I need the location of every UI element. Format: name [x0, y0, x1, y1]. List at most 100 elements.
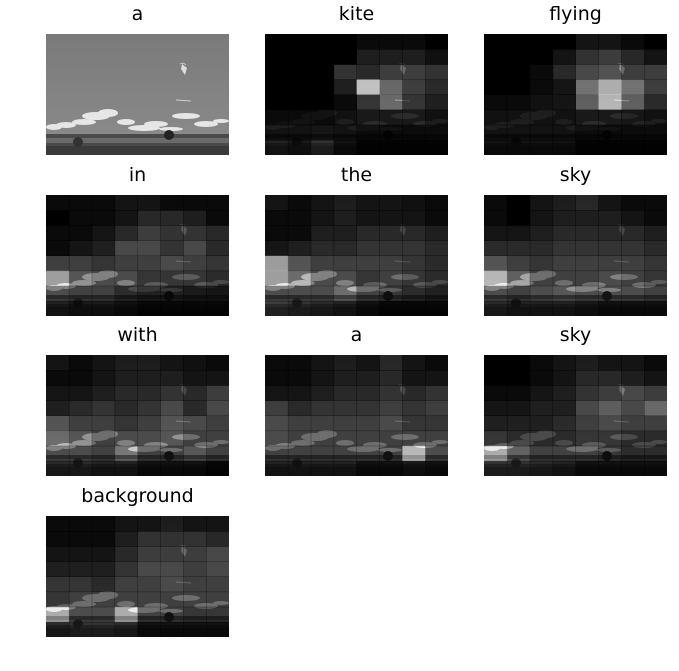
attention-cell — [287, 285, 312, 302]
attention-cell — [356, 400, 380, 416]
attention-cell — [506, 385, 531, 401]
attention-svg — [46, 516, 229, 637]
attention-cell — [206, 195, 229, 211]
attention-cell — [206, 591, 229, 608]
attention-cell — [265, 64, 289, 80]
attention-cell — [206, 531, 229, 547]
attention-cell — [91, 285, 116, 302]
attention-cell — [310, 460, 335, 476]
attention-cell — [356, 109, 380, 126]
attention-cell — [529, 49, 554, 65]
attention-cell — [160, 415, 184, 432]
attention-cell — [575, 210, 599, 226]
attention-cell — [46, 576, 70, 593]
attention-cell — [575, 195, 599, 211]
attention-cell — [529, 385, 554, 401]
attention-cell — [506, 94, 531, 111]
attention-map-image — [265, 355, 448, 476]
attention-cell — [206, 460, 229, 476]
attention-cell — [265, 139, 289, 155]
attention-cell — [137, 270, 161, 287]
attention-cell — [379, 385, 403, 401]
attention-cell — [137, 355, 161, 371]
attention-cell — [379, 430, 403, 447]
attention-cell — [137, 531, 161, 547]
attention-cell — [137, 445, 161, 462]
attention-cell — [333, 195, 357, 211]
attention-cell — [621, 124, 645, 141]
attention-cell — [575, 355, 599, 371]
attention-cell — [506, 445, 531, 462]
attention-cell — [91, 591, 116, 608]
attention-cell — [552, 210, 576, 226]
attention-cell — [114, 300, 138, 316]
attention-cell — [206, 516, 229, 532]
attention-cell — [114, 225, 138, 241]
attention-cell — [402, 370, 426, 386]
attention-cell — [265, 124, 289, 141]
attention-cell — [114, 561, 138, 577]
attention-cell — [333, 79, 357, 95]
attention-cell — [598, 355, 622, 371]
attention-cell — [46, 255, 70, 272]
attention-cell — [356, 79, 380, 95]
attention-cell — [402, 225, 426, 241]
attention-map-image — [265, 34, 448, 155]
attention-grid — [265, 355, 448, 476]
attention-cell — [68, 225, 93, 241]
attention-cell — [356, 64, 380, 80]
attention-cell — [160, 355, 184, 371]
attention-cell — [552, 355, 576, 371]
attention-cell — [598, 415, 622, 432]
attention-cell — [644, 430, 667, 447]
attention-grid — [484, 195, 667, 316]
attention-cell — [46, 285, 70, 302]
attention-cell — [310, 210, 335, 226]
attention-cell — [621, 34, 645, 50]
attention-cell — [552, 94, 576, 111]
attention-cell — [160, 531, 184, 547]
attention-cell — [137, 415, 161, 432]
attention-cell — [46, 240, 70, 256]
attention-cell — [402, 124, 426, 141]
attention-cell — [506, 225, 531, 241]
attention-cell — [114, 430, 138, 447]
attention-cell — [425, 415, 448, 432]
attention-cell — [644, 79, 667, 95]
attention-cell — [356, 355, 380, 371]
attention-cell — [552, 195, 576, 211]
attention-cell — [68, 606, 93, 623]
attention-cell — [529, 240, 554, 256]
attention-cell — [183, 516, 207, 532]
attention-cell — [484, 79, 508, 95]
attention-cell — [425, 34, 448, 50]
attention-cell — [183, 270, 207, 287]
attention-cell — [68, 516, 93, 532]
attention-cell — [598, 400, 622, 416]
attention-cell — [425, 430, 448, 447]
attention-cell — [575, 270, 599, 287]
attention-cell — [529, 225, 554, 241]
attention-cell — [46, 445, 70, 462]
attention-cell — [206, 285, 229, 302]
attention-cell — [68, 546, 93, 562]
attention-cell — [206, 430, 229, 447]
attention-cell — [644, 210, 667, 226]
attention-cell — [114, 210, 138, 226]
attention-cell — [287, 195, 312, 211]
attention-cell — [287, 460, 312, 476]
attention-cell — [552, 415, 576, 432]
attention-grid — [265, 195, 448, 316]
attention-cell — [552, 240, 576, 256]
attention-cell — [425, 460, 448, 476]
attention-cell — [333, 210, 357, 226]
attention-cell — [137, 400, 161, 416]
attention-cell — [91, 561, 116, 577]
attention-cell — [206, 606, 229, 623]
attention-cell — [333, 460, 357, 476]
attention-cell — [425, 210, 448, 226]
attention-cell — [160, 270, 184, 287]
attention-cell — [356, 240, 380, 256]
attention-cell — [183, 415, 207, 432]
